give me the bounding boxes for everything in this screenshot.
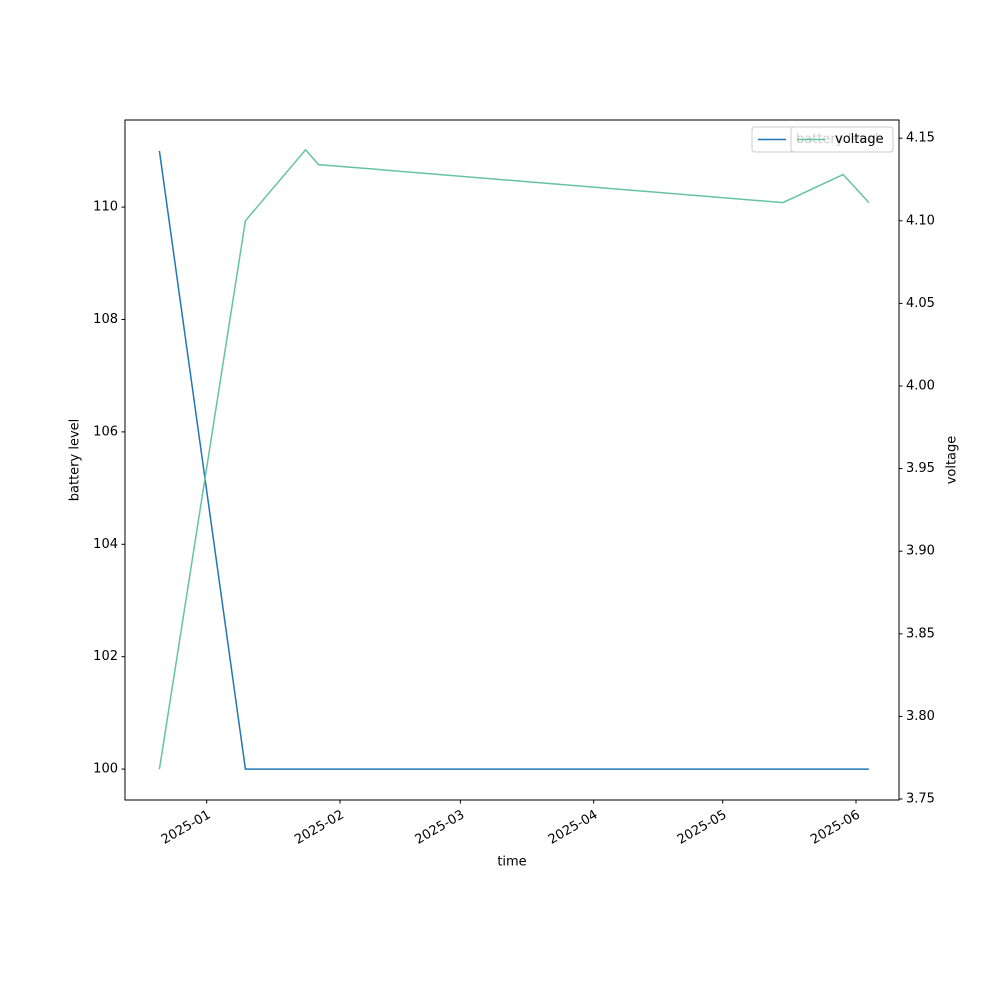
- y2-tick-label: 4.10: [906, 213, 935, 228]
- y-tick-label: 110: [93, 200, 118, 215]
- legend-box: [790, 126, 894, 153]
- plot-frame: [124, 119, 900, 801]
- y-tick-label: 106: [93, 424, 118, 439]
- y-axis-label: battery level: [68, 419, 83, 502]
- y2-axis-label: voltage: [945, 436, 960, 485]
- y2-tick-label: 3.95: [906, 461, 935, 476]
- x-axis-label: time: [497, 855, 526, 870]
- legend-label: voltage: [835, 132, 884, 147]
- y2-tick-label: 3.80: [906, 709, 935, 724]
- y-tick-label: 102: [93, 649, 118, 664]
- y2-tick-label: 3.85: [906, 626, 935, 641]
- y2-tick-label: 4.05: [906, 296, 935, 311]
- y2-tick-label: 4.15: [906, 131, 935, 146]
- series-line: [158, 148, 870, 770]
- y-tick-label: 104: [93, 537, 118, 552]
- y2-tick-label: 3.75: [906, 792, 935, 807]
- y2-tick-label: 3.90: [906, 544, 935, 559]
- series-line: [158, 150, 869, 770]
- y-tick-label: 100: [93, 762, 118, 777]
- y2-tick-label: 4.00: [906, 378, 935, 393]
- y-tick-label: 108: [93, 312, 118, 327]
